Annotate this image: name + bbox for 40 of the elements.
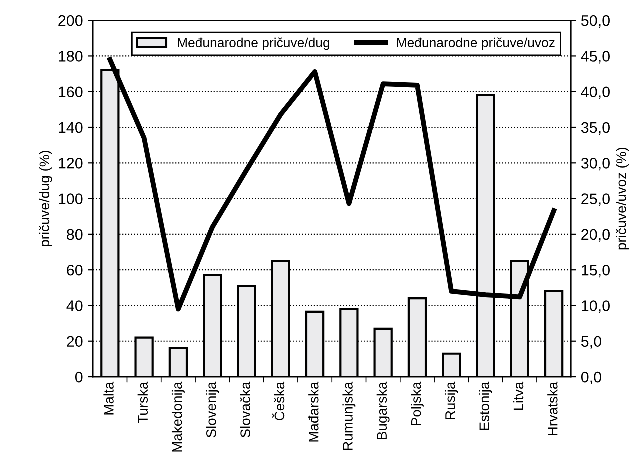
y2-tick-label: 20,0 — [582, 229, 610, 242]
x-tick-label: Češka — [272, 382, 285, 421]
y-axis-title: pričuve/dug (%) — [39, 151, 52, 247]
x-tick-label: Litva — [513, 382, 524, 410]
x-tick-label: Hrvatska — [548, 382, 558, 436]
y2-tick-label: 50,0 — [581, 15, 610, 28]
x-tick-label: Rumunjska — [342, 382, 356, 450]
y-tick-label: 120 — [59, 158, 83, 169]
y2-tick-label: 35,0 — [581, 122, 610, 135]
y-tick-label: 80 — [67, 229, 83, 240]
y-tick-label: 60 — [67, 264, 83, 276]
y-tick-label: 40 — [66, 300, 83, 312]
y-tick-label: 160 — [59, 86, 83, 98]
legend-label: Međunarodne pričuve/uvoz — [397, 38, 555, 50]
x-tick-label: Slovenija — [206, 382, 220, 438]
x-tick-label: Mađarska — [308, 382, 319, 442]
x-tick-label: Rusija — [445, 382, 458, 420]
y2-axis-title: pričuve/uvoz (%) — [616, 148, 629, 250]
y2-tick-label: 30,0 — [581, 158, 610, 171]
y2-tick-label: 15,0 — [582, 264, 610, 278]
x-tick-label: Poljska — [411, 382, 424, 426]
y-tick-label: 180 — [59, 51, 83, 62]
y2-tick-label: 5,0 — [581, 336, 602, 349]
y2-tick-label: 0,0 — [581, 372, 602, 385]
y-tick-label: 100 — [59, 194, 83, 204]
y-tick-label: 0 — [75, 372, 83, 383]
y-tick-label: 140 — [59, 122, 83, 134]
y2-tick-label: 25,0 — [582, 194, 610, 206]
x-tick-label: Bugarska — [376, 382, 390, 440]
y-tick-label: 200 — [58, 15, 83, 26]
x-tick-label: Slovačka — [240, 382, 250, 438]
x-tick-label: Makedonija — [172, 382, 185, 452]
y-tick-label: 20 — [67, 336, 83, 348]
legend-label: Međunarodne pričuve/dug — [178, 38, 330, 50]
y2-tick-label: 10,0 — [582, 300, 610, 314]
x-tick-label: Estonija — [479, 382, 492, 430]
y2-tick-label: 45,0 — [581, 51, 610, 64]
x-tick-label: Turska — [138, 382, 148, 424]
x-tick-label: Malta — [104, 382, 114, 415]
y2-tick-label: 40,0 — [581, 86, 610, 100]
